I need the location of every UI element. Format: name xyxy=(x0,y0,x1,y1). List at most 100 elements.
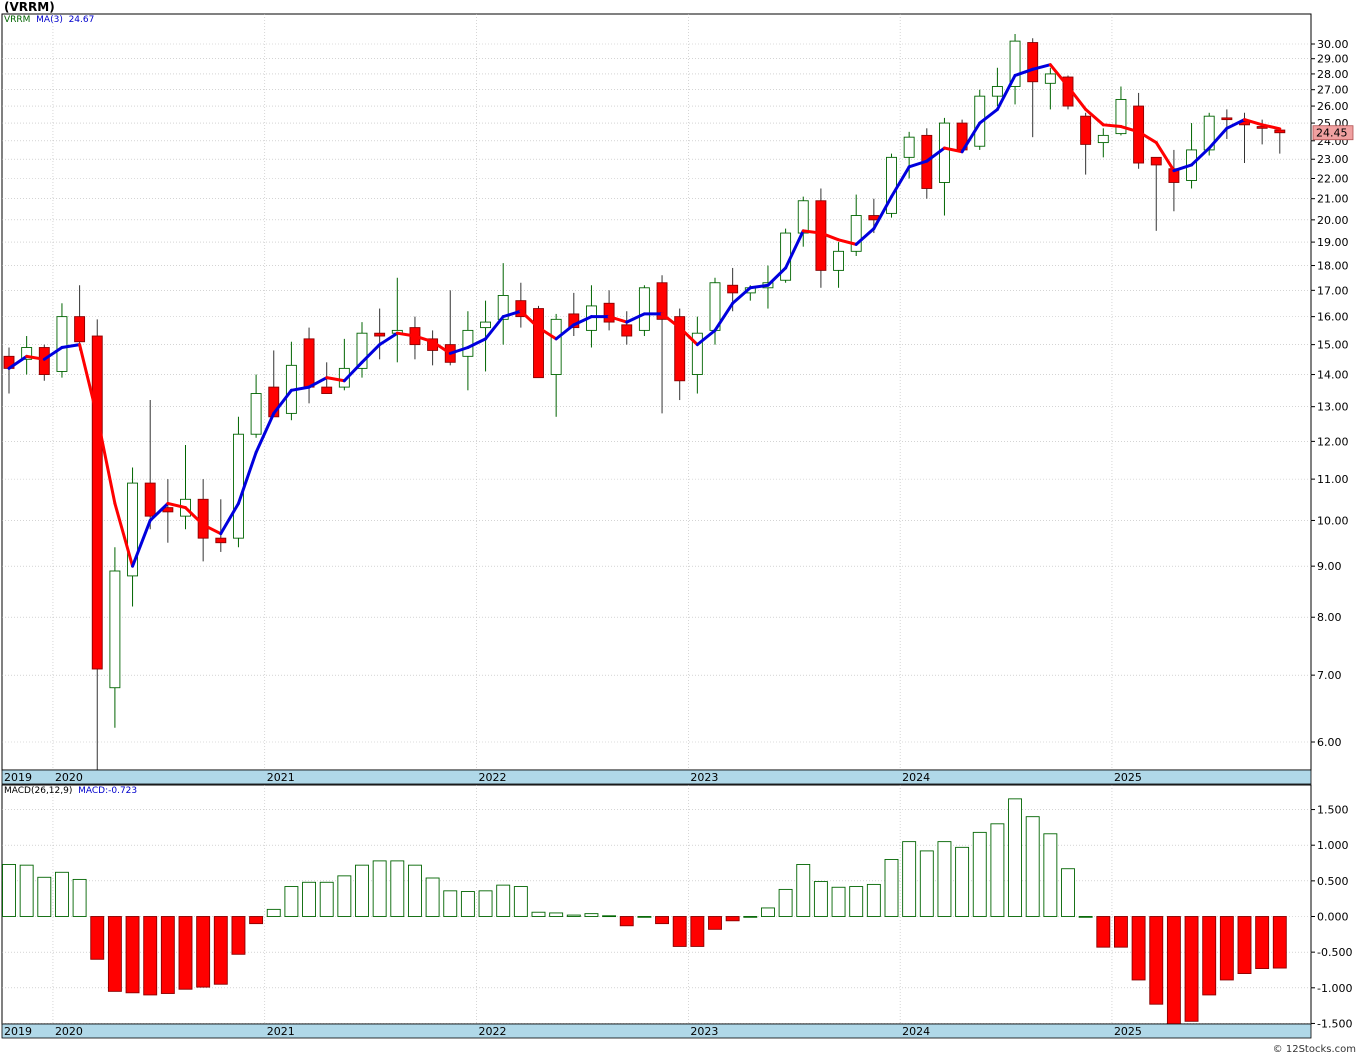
date-axis-label: 2025 xyxy=(1114,1025,1142,1038)
ma-segment xyxy=(678,326,699,347)
candle-body xyxy=(1221,117,1233,121)
candle-body xyxy=(21,347,33,360)
price-tick-label: 18.00 xyxy=(1317,260,1349,273)
ma-segment xyxy=(1154,141,1176,173)
macd-bar xyxy=(708,916,722,930)
candle xyxy=(603,290,615,331)
candle-body xyxy=(38,347,50,375)
candle xyxy=(1009,33,1021,105)
macd-bar xyxy=(1131,916,1146,981)
macd-bar xyxy=(443,890,458,917)
candle-body xyxy=(903,136,915,158)
candle xyxy=(374,308,386,360)
candle xyxy=(74,285,86,351)
macd-bar xyxy=(902,841,917,917)
macd-bar xyxy=(1078,916,1093,918)
candle-body xyxy=(991,86,1003,97)
macd-bar xyxy=(602,915,617,918)
macd-bar xyxy=(1113,916,1128,948)
ma-segment xyxy=(1260,123,1282,131)
candle xyxy=(462,311,474,391)
ma-segment xyxy=(1101,123,1123,129)
macd-bar xyxy=(1061,868,1075,917)
date-axis-label: 2020 xyxy=(55,771,83,784)
ma-segment xyxy=(7,354,29,370)
candle-body xyxy=(850,215,862,252)
ma-segment xyxy=(837,238,858,246)
macd-bar xyxy=(796,864,811,917)
candle-body xyxy=(1097,134,1109,144)
macd-bar xyxy=(496,884,511,917)
candle xyxy=(480,300,491,372)
macd-tick-label: 1.000 xyxy=(1317,839,1349,852)
candle-body xyxy=(515,300,527,318)
macd-bar xyxy=(37,876,52,917)
macd-bar xyxy=(919,850,934,917)
ma-segment xyxy=(1137,130,1158,145)
ma-segment xyxy=(660,312,682,330)
candle-body xyxy=(127,482,139,577)
macd-tick-label: -1.000 xyxy=(1317,982,1352,995)
macd-bar xyxy=(1043,833,1058,917)
ma-segment xyxy=(1031,63,1052,71)
price-tick-label: 17.00 xyxy=(1317,284,1349,297)
ma-segment xyxy=(731,286,752,305)
ma-segment xyxy=(395,331,417,338)
ma-segment xyxy=(78,343,99,419)
macd-bar xyxy=(1025,816,1040,917)
price-tick-label: 11.00 xyxy=(1317,473,1349,486)
price-tick-label: 19.00 xyxy=(1317,236,1349,249)
macd-bar xyxy=(1149,916,1164,1005)
macd-bar xyxy=(107,916,122,992)
price-tick-label: 21.00 xyxy=(1317,193,1349,206)
candle xyxy=(232,416,244,548)
candle-body xyxy=(109,570,121,689)
macd-bar xyxy=(90,916,105,960)
macd-bar xyxy=(566,914,581,917)
legend-macd-label: MACD(26,12,9) xyxy=(4,786,73,796)
price-tick-label: 15.00 xyxy=(1317,339,1349,352)
chart-title: (VRRM) xyxy=(4,0,55,14)
macd-bar xyxy=(672,916,687,947)
ma-segment xyxy=(607,315,629,324)
ma-segment xyxy=(272,388,293,415)
ma-segment xyxy=(1243,118,1264,127)
candle xyxy=(250,374,262,438)
macd-tick-label: -1.500 xyxy=(1317,1017,1352,1030)
candle xyxy=(656,275,668,414)
macd-bar xyxy=(619,916,634,927)
macd-bar xyxy=(196,916,211,988)
ma-segment xyxy=(554,323,576,341)
ma-segment xyxy=(307,376,329,389)
price-tick-label: 12.00 xyxy=(1317,435,1349,448)
candle-body xyxy=(56,316,68,372)
candle-body xyxy=(1274,129,1286,134)
ma-segment xyxy=(219,501,240,536)
candle xyxy=(1150,156,1162,231)
candle xyxy=(497,263,509,345)
macd-bar xyxy=(1255,916,1270,969)
ma-segment xyxy=(695,328,717,347)
candle xyxy=(127,467,139,607)
price-tick-label: 22.00 xyxy=(1317,173,1349,186)
ma-segment xyxy=(1048,63,1070,88)
candle xyxy=(568,292,580,337)
macd-bar xyxy=(266,908,281,917)
legend-macd-value: MACD:-0.723 xyxy=(78,786,138,796)
candle xyxy=(356,322,368,378)
macd-bar xyxy=(390,860,405,917)
price-tick-label: 9.00 xyxy=(1317,560,1342,573)
macd-bar xyxy=(831,886,846,917)
macd-panel-frame xyxy=(1,784,1312,1025)
macd-bar xyxy=(655,916,669,925)
candle xyxy=(780,228,792,283)
macd-bar xyxy=(1272,916,1287,969)
candle-body xyxy=(1044,73,1056,84)
date-axis-label: 2020 xyxy=(55,1025,83,1038)
macd-bar xyxy=(513,886,528,917)
macd-bar xyxy=(72,878,87,917)
candle xyxy=(1221,109,1233,139)
candle-body xyxy=(462,329,474,357)
legend-ticker-label: VRRM xyxy=(4,15,31,25)
ma-segment xyxy=(131,518,152,568)
